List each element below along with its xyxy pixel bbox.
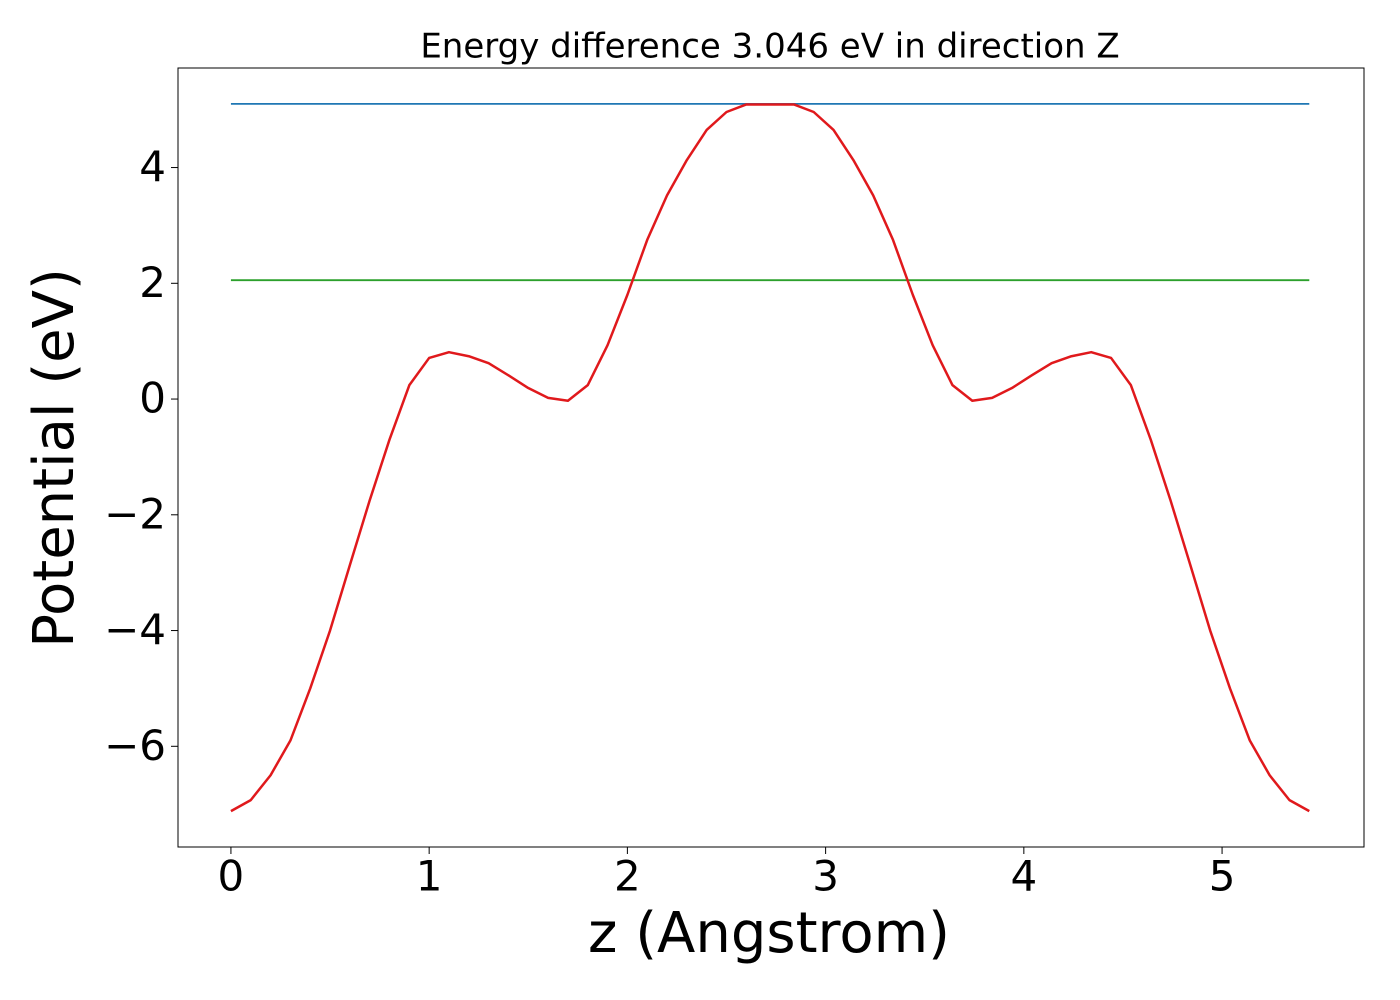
x-axis-label: z (Angstrom): [588, 901, 950, 966]
x-tick-label: 4: [1010, 852, 1037, 901]
x-tick-label: 5: [1209, 852, 1236, 901]
y-tick-label: −4: [104, 605, 166, 654]
y-tick-label: 2: [139, 258, 166, 307]
x-tick-label: 1: [416, 852, 443, 901]
y-tick-label: 4: [139, 142, 166, 191]
x-tick-label: 3: [812, 852, 839, 901]
y-tick-label: −6: [104, 721, 166, 770]
y-tick-label: 0: [139, 374, 166, 423]
y-axis-label: Potential (eV): [22, 268, 87, 648]
plot-frame: [177, 67, 1365, 848]
chart-title: Energy difference 3.046 eV in direction …: [420, 27, 1119, 67]
x-tick-label: 0: [218, 852, 245, 901]
data-line: [230, 103, 1310, 813]
x-tick-label: 2: [614, 852, 641, 901]
y-tick-label: −2: [104, 489, 166, 538]
